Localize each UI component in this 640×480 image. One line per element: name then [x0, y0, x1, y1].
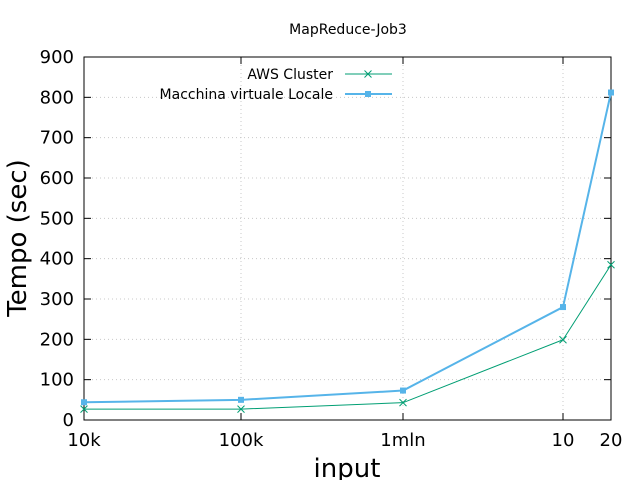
y-tick-label: 300 — [40, 289, 74, 310]
series-1-point — [559, 335, 567, 344]
series-2-point — [81, 399, 87, 406]
y-tick-label: 0 — [63, 410, 74, 431]
x-tick-label: 1mln — [380, 430, 425, 451]
y-tick-label: 400 — [40, 249, 74, 270]
legend-marker-2 — [365, 91, 371, 97]
plot-area-frame — [83, 56, 612, 421]
series-1-point-stroke — [559, 335, 567, 344]
y-tick-label: 500 — [40, 208, 74, 229]
series-layer — [80, 89, 615, 413]
x-tick-label: 10k — [67, 430, 101, 451]
y-tick-label: 700 — [40, 128, 74, 149]
y-tick-label: 900 — [40, 47, 74, 68]
y-tick-label: 800 — [40, 87, 74, 108]
series-1-point — [237, 405, 245, 413]
series-1-point-stroke — [607, 260, 615, 269]
x-tick-label: 10 — [552, 430, 575, 451]
axis-ticks: 0 100 200 300 400 500 600 700 800 900 10k 100k 1mln 1… — [40, 47, 623, 451]
x-axis-title: input — [314, 454, 381, 480]
chart-title: MapReduce-Job3 — [289, 22, 407, 38]
legend: AWS Cluster Macchina virtuale Locale — [160, 67, 392, 103]
y-tick-label: 100 — [40, 370, 74, 391]
series-1-point-stroke — [80, 405, 88, 413]
x-tick-label: 100k — [219, 430, 264, 451]
x-tick-label: 20 — [600, 430, 623, 451]
y-axis-title: Tempo (sec) — [3, 159, 33, 318]
series-2-point — [400, 387, 406, 394]
series-2-point — [608, 89, 614, 96]
series-line-2 — [83, 92, 612, 404]
grid — [84, 57, 611, 420]
series-1-point-stroke — [399, 398, 407, 407]
y-tick-label: 600 — [40, 168, 74, 189]
series-1-point-stroke — [237, 405, 245, 413]
legend-marker-1-stroke — [364, 70, 372, 78]
series-2-point — [560, 304, 566, 311]
legend-marker-1 — [364, 70, 372, 78]
series-1-point — [80, 405, 88, 413]
series-2-point — [238, 396, 244, 403]
series-1-point — [607, 260, 615, 269]
legend-label-2: Macchina virtuale Locale — [160, 87, 333, 103]
series-line-1 — [84, 264, 612, 410]
series-1-point — [399, 398, 407, 407]
legend-label-1: AWS Cluster — [247, 67, 333, 83]
y-tick-label: 200 — [40, 329, 74, 350]
